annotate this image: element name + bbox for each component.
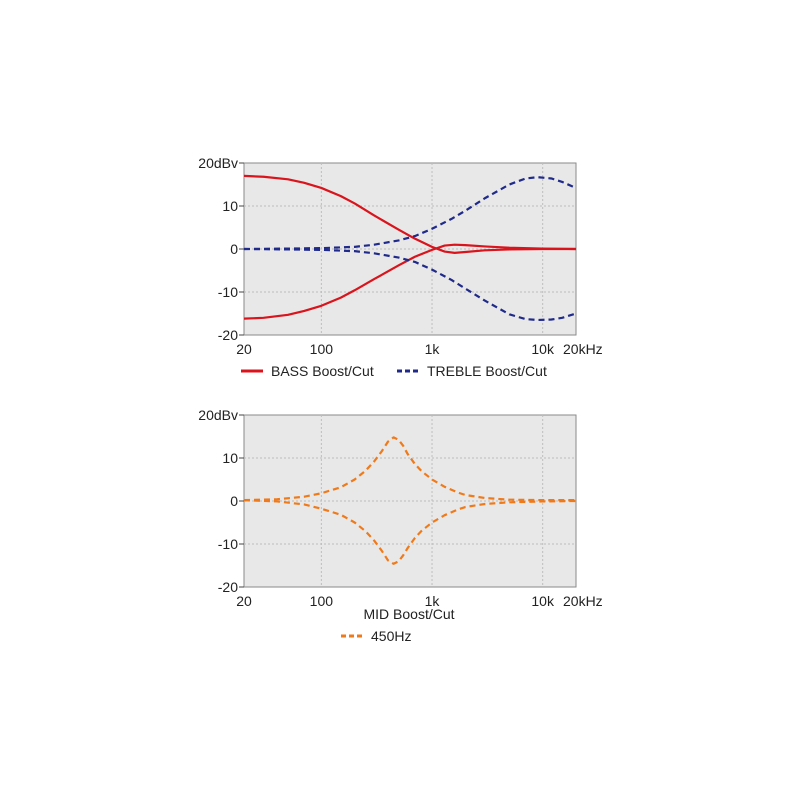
series-line-treble-3 bbox=[244, 176, 576, 251]
series-line-bass-1 bbox=[244, 174, 576, 254]
series-line-treble-4 bbox=[244, 247, 576, 322]
y-tick-label: -10 bbox=[218, 284, 238, 300]
y-tick-label: 0 bbox=[230, 493, 238, 509]
x-tick-label: 20 bbox=[236, 593, 252, 609]
y-tick-label: -20 bbox=[218, 579, 238, 595]
x-tick-label: 1k bbox=[425, 341, 441, 357]
y-tick-label: 20dBv bbox=[198, 155, 238, 171]
x-tick-label: 10k bbox=[531, 593, 555, 609]
y-tick-label: 20dBv bbox=[198, 407, 238, 423]
x-tick-label: 20 bbox=[236, 341, 252, 357]
y-tick-label: -10 bbox=[218, 536, 238, 552]
x-tick-label: 100 bbox=[310, 593, 334, 609]
legend-label: 450Hz bbox=[371, 628, 411, 644]
legend: BASS Boost/Cut TREBLE Boost/Cut bbox=[241, 363, 547, 379]
x-tick-label: 20kHz bbox=[563, 593, 603, 609]
y-tick-label: -20 bbox=[218, 327, 238, 343]
series-line-mid-1 bbox=[244, 436, 576, 502]
legend-label: BASS Boost/Cut bbox=[271, 363, 374, 379]
series-line-mid-2 bbox=[244, 499, 576, 565]
legend: 450Hz bbox=[341, 628, 411, 644]
x-tick-label: 100 bbox=[310, 341, 334, 357]
x-tick-label: 10k bbox=[531, 341, 555, 357]
y-tick-label: 10 bbox=[222, 450, 238, 466]
y-tick-label: 10 bbox=[222, 198, 238, 214]
series-line-bass-2 bbox=[244, 243, 576, 320]
x-tick-label: 20kHz bbox=[563, 341, 603, 357]
y-tick-label: 0 bbox=[230, 241, 238, 257]
legend-label: TREBLE Boost/Cut bbox=[427, 363, 547, 379]
chart-caption: MID Boost/Cut bbox=[363, 606, 454, 622]
x-tick-label: 1k bbox=[425, 593, 441, 609]
